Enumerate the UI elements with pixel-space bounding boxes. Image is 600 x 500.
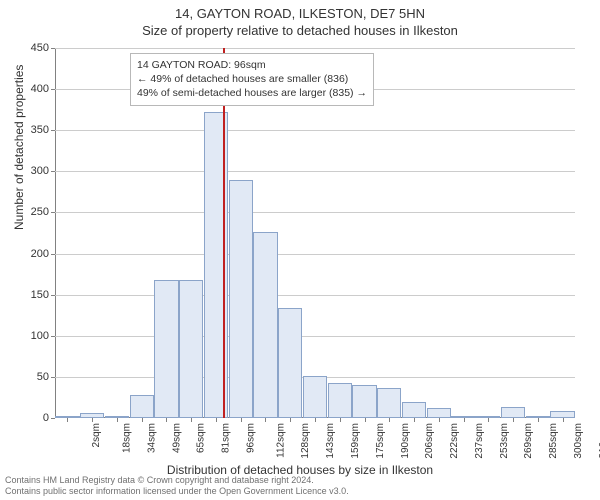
grid-line: [55, 212, 575, 213]
x-tick-label: 159sqm: [350, 423, 361, 459]
x-tick-label: 222sqm: [449, 423, 460, 459]
x-tick-mark: [513, 418, 514, 422]
x-tick-mark: [414, 418, 415, 422]
x-tick-label: 300sqm: [573, 423, 584, 459]
title-address: 14, GAYTON ROAD, ILKESTON, DE7 5HN: [0, 6, 600, 21]
y-tick-mark: [51, 295, 55, 296]
histogram-bar: [328, 383, 352, 418]
histogram-bar: [427, 408, 451, 418]
title-subtitle: Size of property relative to detached ho…: [0, 23, 600, 38]
y-tick-mark: [51, 171, 55, 172]
y-tick-mark: [51, 418, 55, 419]
footer-line2: Contains public sector information licen…: [5, 486, 595, 497]
y-axis-line: [55, 48, 56, 418]
x-tick-label: 65sqm: [196, 423, 207, 453]
histogram-bar: [130, 395, 154, 418]
y-tick-label: 0: [43, 412, 49, 424]
y-axis-label: Number of detached properties: [12, 65, 26, 230]
histogram-bar: [352, 385, 376, 418]
x-tick-label: 34sqm: [146, 423, 157, 453]
chart-plot-area: 0501001502002503003504004502sqm18sqm34sq…: [55, 48, 575, 418]
histogram-bar: [253, 232, 277, 418]
x-tick-label: 96sqm: [245, 423, 256, 453]
x-tick-mark: [315, 418, 316, 422]
y-tick-mark: [51, 212, 55, 213]
x-tick-mark: [216, 418, 217, 422]
y-tick-label: 400: [31, 83, 49, 95]
histogram-bar: [154, 280, 178, 418]
y-tick-mark: [51, 377, 55, 378]
x-tick-mark: [290, 418, 291, 422]
y-tick-label: 300: [31, 165, 49, 177]
x-tick-mark: [166, 418, 167, 422]
y-tick-mark: [51, 130, 55, 131]
y-tick-mark: [51, 89, 55, 90]
x-tick-label: 237sqm: [474, 423, 485, 459]
histogram-bar: [303, 376, 327, 418]
x-tick-label: 18sqm: [122, 423, 133, 453]
histogram-bar: [377, 388, 401, 418]
x-tick-label: 49sqm: [171, 423, 182, 453]
x-tick-label: 253sqm: [499, 423, 510, 459]
x-tick-label: 269sqm: [523, 423, 534, 459]
x-tick-label: 175sqm: [375, 423, 386, 459]
y-tick-label: 150: [31, 289, 49, 301]
grid-line: [55, 295, 575, 296]
histogram-bar: [278, 308, 302, 418]
x-tick-label: 2sqm: [91, 423, 102, 447]
footer-line1: Contains HM Land Registry data © Crown c…: [5, 475, 595, 486]
grid-line: [55, 48, 575, 49]
x-tick-label: 143sqm: [325, 423, 336, 459]
x-tick-mark: [439, 418, 440, 422]
x-tick-mark: [265, 418, 266, 422]
annotation-line3: 49% of semi-detached houses are larger (…: [137, 86, 367, 100]
x-tick-mark: [67, 418, 68, 422]
annotation-line1: 14 GAYTON ROAD: 96sqm: [137, 58, 367, 72]
grid-line: [55, 254, 575, 255]
histogram-bar: [179, 280, 203, 418]
x-tick-mark: [191, 418, 192, 422]
histogram-bar: [229, 180, 253, 418]
annotation-line2: ← 49% of detached houses are smaller (83…: [137, 72, 367, 86]
y-tick-mark: [51, 254, 55, 255]
grid-line: [55, 171, 575, 172]
x-tick-mark: [488, 418, 489, 422]
x-tick-mark: [464, 418, 465, 422]
x-tick-label: 128sqm: [301, 423, 312, 459]
histogram-bar: [501, 407, 525, 418]
x-tick-mark: [340, 418, 341, 422]
x-tick-label: 112sqm: [275, 423, 286, 458]
x-tick-mark: [241, 418, 242, 422]
y-tick-mark: [51, 48, 55, 49]
y-tick-label: 100: [31, 330, 49, 342]
chart-title-block: 14, GAYTON ROAD, ILKESTON, DE7 5HN Size …: [0, 0, 600, 38]
y-tick-label: 450: [31, 42, 49, 54]
x-tick-mark: [389, 418, 390, 422]
grid-line: [55, 130, 575, 131]
y-tick-label: 200: [31, 248, 49, 260]
y-tick-label: 50: [37, 371, 49, 383]
x-tick-mark: [538, 418, 539, 422]
x-tick-mark: [92, 418, 93, 422]
x-tick-mark: [117, 418, 118, 422]
x-tick-mark: [365, 418, 366, 422]
x-tick-mark: [563, 418, 564, 422]
annotation-box: 14 GAYTON ROAD: 96sqm ← 49% of detached …: [130, 53, 374, 106]
histogram-bar: [402, 402, 426, 418]
x-tick-mark: [142, 418, 143, 422]
x-tick-label: 81sqm: [221, 423, 232, 453]
x-tick-label: 285sqm: [548, 423, 559, 459]
footer: Contains HM Land Registry data © Crown c…: [5, 475, 595, 498]
x-tick-label: 206sqm: [424, 423, 435, 459]
grid-line: [55, 336, 575, 337]
y-tick-label: 350: [31, 124, 49, 136]
y-tick-mark: [51, 336, 55, 337]
x-tick-label: 190sqm: [400, 423, 411, 459]
y-tick-label: 250: [31, 206, 49, 218]
